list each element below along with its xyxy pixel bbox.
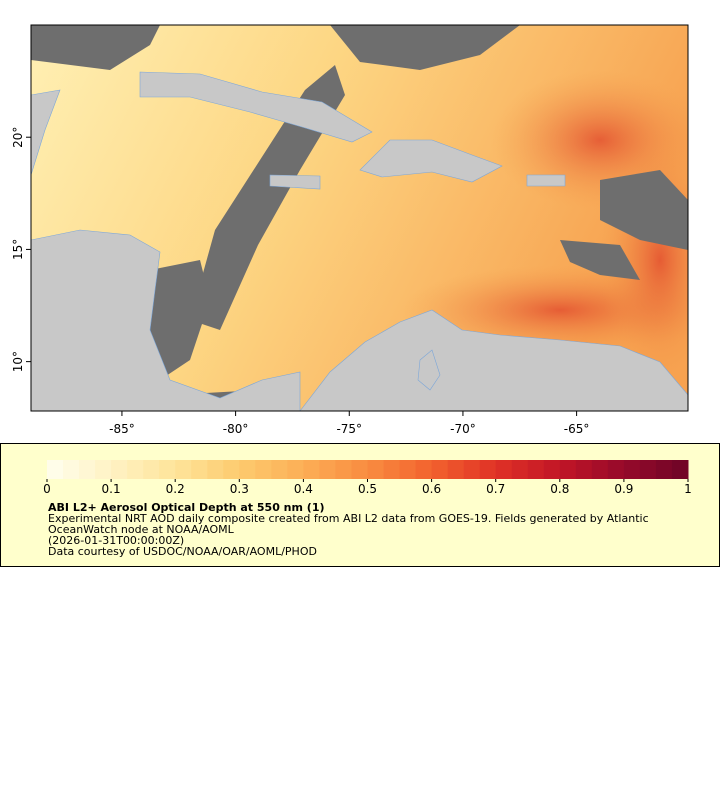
colorbar-step <box>543 460 561 479</box>
colorbar-step <box>271 460 288 479</box>
colorbar-step <box>335 460 352 479</box>
colorbar-tick-label: 0 <box>43 482 51 496</box>
colorbar-step <box>479 460 497 479</box>
colorbar-step <box>415 460 433 479</box>
colorbar-step <box>159 460 176 479</box>
colorbar-step <box>399 460 417 479</box>
colorbar-tick-label: 0.4 <box>294 482 313 496</box>
x-tick-label: -85° <box>109 422 135 436</box>
colorbar-step <box>47 460 64 479</box>
colorbar-step <box>575 460 593 479</box>
colorbar-step <box>527 460 545 479</box>
map-frame <box>30 24 689 412</box>
y-tick-label: 20° <box>11 127 25 148</box>
colorbar-step <box>367 460 385 479</box>
colorbar-step <box>319 460 336 479</box>
colorbar: 0 0.1 0.2 0.3 0.4 0.5 0.6 0.7 0.8 0.9 1 <box>43 460 692 496</box>
colorbar-tick-label: 0.6 <box>422 482 441 496</box>
colorbar-tick-label: 0.7 <box>486 482 505 496</box>
colorbar-tick-label: 1 <box>684 482 692 496</box>
y-tick-label: 15° <box>11 239 25 260</box>
y-tick-label: 10° <box>11 351 25 372</box>
colorbar-step <box>607 460 625 479</box>
colorbar-tick-label: 0.9 <box>614 482 633 496</box>
x-tick-label: -65° <box>564 422 590 436</box>
colorbar-step <box>447 460 465 479</box>
colorbar-step <box>639 460 657 479</box>
colorbar-tick-label: 0.1 <box>102 482 121 496</box>
colorbar-step <box>351 460 368 479</box>
colorbar-step <box>127 460 144 479</box>
colorbar-tick-label: 0.5 <box>358 482 377 496</box>
x-tick-label: -80° <box>223 422 249 436</box>
colorbar-step <box>591 460 609 479</box>
colorbar-step <box>511 460 529 479</box>
colorbar-tick-label: 0.2 <box>166 482 185 496</box>
colorbar-step <box>143 460 160 479</box>
colorbar-step <box>111 460 128 479</box>
colorbar-step <box>623 460 641 479</box>
colorbar-step <box>559 460 577 479</box>
axes: -85° -80° -75° -70° -65° 10° 15° 20° <box>11 127 589 436</box>
colorbar-step <box>431 460 449 479</box>
legend-line: Data courtesy of USDOC/NOAA/OAR/AOML/PHO… <box>48 545 317 558</box>
colorbar-step <box>463 460 481 479</box>
colorbar-step <box>303 460 320 479</box>
legend-line: Experimental NRT AOD daily composite cre… <box>48 512 649 525</box>
colorbar-step <box>191 460 208 479</box>
colorbar-step <box>207 460 224 479</box>
x-tick-label: -70° <box>450 422 476 436</box>
map-image <box>31 25 688 411</box>
colorbar-step <box>495 460 513 479</box>
colorbar-step <box>671 460 689 479</box>
colorbar-step <box>239 460 256 479</box>
colorbar-tick-label: 0.3 <box>230 482 249 496</box>
colorbar-tick-label: 0.8 <box>550 482 569 496</box>
legend-line: OceanWatch node at NOAA/AOML <box>48 523 235 536</box>
colorbar-step <box>223 460 240 479</box>
x-tick-label: -75° <box>336 422 362 436</box>
colorbar-step <box>175 460 192 479</box>
colorbar-step <box>383 460 401 479</box>
legend-line: (2026-01-31T00:00:00Z) <box>48 534 184 547</box>
colorbar-step <box>255 460 272 479</box>
colorbar-step <box>655 460 673 479</box>
legend-title: ABI L2+ Aerosol Optical Depth at 550 nm … <box>48 501 325 514</box>
colorbar-step <box>95 460 112 479</box>
colorbar-step <box>287 460 304 479</box>
colorbar-step <box>63 460 80 479</box>
colorbar-step <box>79 460 96 479</box>
